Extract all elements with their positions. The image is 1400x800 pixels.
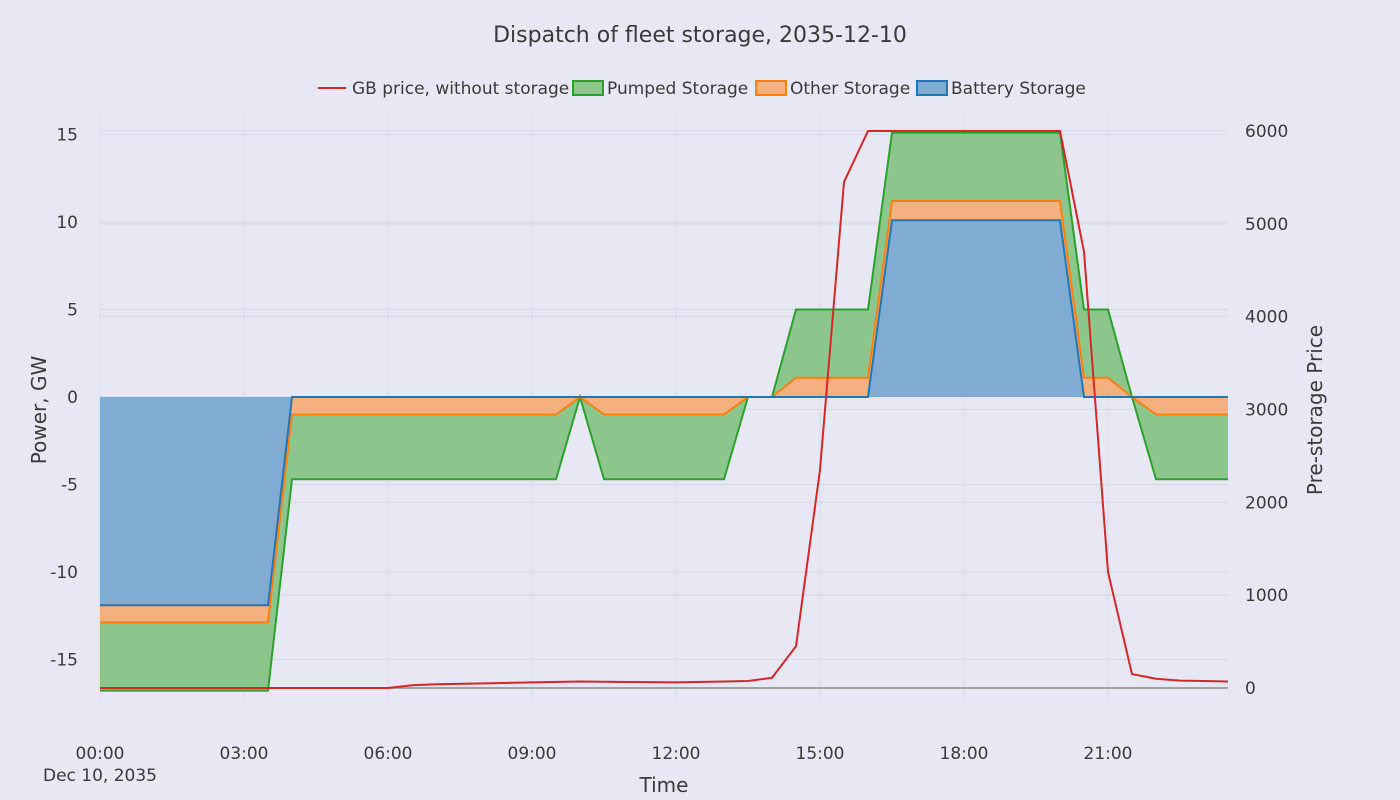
pumped-storage-area <box>100 132 1228 691</box>
other-storage-area <box>100 201 1228 623</box>
pumped-storage-line <box>100 131 1228 692</box>
other-storage-line <box>100 200 1228 624</box>
legend-swatch <box>572 80 604 96</box>
y-right-tick-label: 3000 <box>1245 401 1288 421</box>
y-right-tick-label: 1000 <box>1245 586 1288 606</box>
legend-swatch <box>755 80 787 96</box>
legend-item: GB price, without storage <box>318 79 569 99</box>
y-left-tick-label: 15 <box>56 126 78 146</box>
x-axis-title: Time <box>639 773 689 797</box>
legend-label: Battery Storage <box>951 79 1086 99</box>
legend-label: Other Storage <box>790 79 910 99</box>
legend-swatch <box>916 80 948 96</box>
chart-title: Dispatch of fleet storage, 2035-12-10 <box>493 23 907 48</box>
y-axis-left: 15 10 5 0 -5 -10 -15 <box>50 126 78 671</box>
x-tick-label: 06:00 <box>364 744 413 764</box>
x-tick-label: 12:00 <box>652 744 701 764</box>
x-tick-label: 15:00 <box>796 744 845 764</box>
y-left-tick-label: 5 <box>67 301 78 321</box>
legend-item: Other Storage <box>755 79 910 99</box>
price-line <box>100 130 1229 689</box>
x-tick-label: 09:00 <box>508 744 557 764</box>
y-left-tick-label: 10 <box>56 213 78 233</box>
legend: GB price, without storage Pumped Storage O… <box>318 79 1086 99</box>
y-right-tick-label: 5000 <box>1245 215 1288 235</box>
x-date-label: Dec 10, 2035 <box>43 766 157 786</box>
y-right-tick-label: 2000 <box>1245 493 1288 513</box>
legend-label: Pumped Storage <box>607 79 748 99</box>
y-right-tick-label: 6000 <box>1245 122 1288 142</box>
battery-storage-line <box>100 219 1228 607</box>
legend-item: Battery Storage <box>916 79 1086 99</box>
y-left-tick-label: 0 <box>67 388 78 408</box>
x-tick-label: 03:00 <box>220 744 269 764</box>
x-tick-label: 18:00 <box>940 744 989 764</box>
plot-lines <box>100 130 1229 692</box>
plot-areas <box>100 132 1228 691</box>
x-tick-label: 21:00 <box>1084 744 1133 764</box>
y-right-tick-label: 4000 <box>1245 308 1288 328</box>
legend-item: Pumped Storage <box>572 79 748 99</box>
y-left-tick-label: -10 <box>50 563 78 583</box>
y-right-tick-label: 0 <box>1245 679 1256 699</box>
y-axis-right-title: Pre-storage Price <box>1303 325 1327 495</box>
y-axis-left-title: Power, GW <box>27 356 51 465</box>
y-axis-right: 6000 5000 4000 3000 2000 1000 0 <box>1245 122 1288 699</box>
y-left-tick-label: -15 <box>50 651 78 671</box>
battery-storage-area <box>100 220 1228 606</box>
legend-label: GB price, without storage <box>352 79 569 99</box>
x-tick-label: 00:00 <box>76 744 125 764</box>
x-axis: 00:00 03:00 06:00 09:00 12:00 15:00 18:00 21:00 <box>76 744 1133 764</box>
y-left-tick-label: -5 <box>61 476 78 496</box>
